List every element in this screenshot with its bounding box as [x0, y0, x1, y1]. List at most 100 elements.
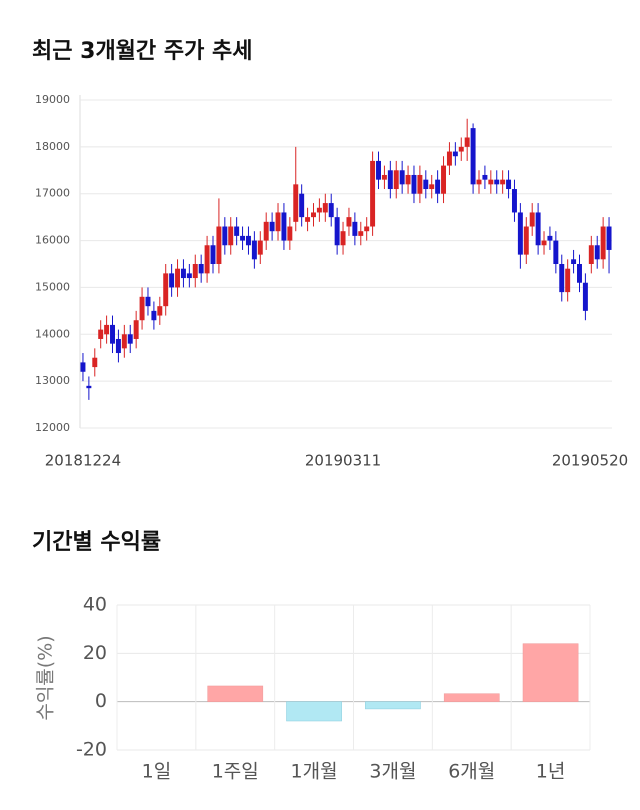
x-tick-label: 20181224 [45, 452, 121, 470]
candle-body [470, 128, 476, 185]
y-tick-label: 14000 [35, 327, 70, 340]
candle-body [405, 174, 411, 185]
candle-body [263, 221, 269, 241]
chart-title: 최근 3개월간 주가 추세 [32, 39, 252, 64]
candle-body [500, 179, 506, 185]
candle-body [494, 179, 500, 185]
candle-body [334, 217, 340, 246]
candle-body [257, 240, 263, 255]
candle-body [311, 212, 316, 218]
candle-body [399, 170, 405, 185]
candle-body [441, 165, 447, 194]
candle-body [127, 334, 133, 344]
candle-body [305, 217, 311, 222]
candle-body [553, 240, 559, 264]
x-tick-label: 20190520 [552, 452, 628, 470]
x-tick-label: 20190311 [305, 452, 381, 470]
bar [522, 643, 579, 702]
candle-body [145, 296, 151, 307]
candle-body [600, 226, 606, 260]
y-tick-label: 18000 [35, 140, 70, 153]
candle-body [186, 273, 192, 279]
candle-body [287, 226, 293, 241]
candle-body [376, 160, 381, 180]
candle-body [577, 264, 582, 283]
y-tick-label: 12000 [35, 421, 70, 434]
candle-body [80, 362, 86, 372]
candle-body [98, 329, 104, 339]
candle-body [133, 320, 139, 339]
candle-body [192, 264, 198, 279]
chart-title: 기간별 수익률 [32, 530, 161, 555]
candle-body [559, 264, 565, 293]
bar [286, 701, 342, 722]
candle-body [547, 235, 553, 241]
y-tick-label: 17000 [35, 187, 70, 200]
candle-body [175, 268, 181, 288]
candle-body [535, 212, 541, 246]
candle-body [582, 282, 588, 311]
candle-body [370, 160, 376, 227]
candle-body [541, 240, 547, 246]
candle-body [458, 146, 464, 152]
bar [207, 685, 264, 702]
y-tick-label: 19000 [35, 93, 70, 106]
x-tick-label: 3개월 [369, 761, 416, 783]
x-tick-label: 1주일 [212, 761, 259, 783]
candle-body [452, 151, 458, 157]
candle-body [115, 338, 121, 354]
candle-body [198, 264, 204, 274]
candle-body [169, 273, 175, 288]
candle-body [393, 170, 399, 190]
candle-body [228, 226, 234, 246]
candle-body [269, 221, 275, 232]
candle-body [234, 226, 240, 236]
candle-body [110, 324, 115, 344]
candle-body [606, 226, 612, 250]
candle-body [86, 385, 92, 389]
candle-body [571, 259, 577, 264]
candle-body [293, 184, 299, 222]
candle-body [417, 174, 423, 194]
candle-body [464, 137, 470, 147]
x-tick-label: 6개월 [448, 761, 495, 783]
y-tick-label: 15000 [35, 280, 70, 293]
candle-body [506, 179, 512, 190]
candle-body [240, 235, 246, 241]
candle-body [340, 231, 346, 246]
y-tick-label: 16000 [35, 234, 70, 247]
candle-body [423, 179, 429, 190]
candle-body [275, 212, 281, 232]
candle-body [328, 203, 334, 218]
candle-body [157, 306, 163, 316]
candle-body [529, 212, 535, 227]
bar [443, 693, 500, 702]
candle-body [511, 189, 517, 213]
y-tick-label: 0 [95, 690, 107, 712]
candle-body [204, 245, 210, 274]
y-axis-label: 수익률(%) [35, 635, 57, 720]
candle-body [216, 226, 222, 264]
candle-body [346, 217, 352, 227]
candle-body [594, 245, 600, 260]
candle-body [446, 151, 452, 166]
candle-body [482, 174, 488, 180]
candle-body [299, 193, 305, 218]
candle-body [476, 179, 482, 185]
candle-body [565, 268, 571, 293]
candle-body [180, 268, 186, 279]
y-tick-label: 20 [83, 642, 107, 664]
x-tick-label: 1일 [142, 761, 172, 783]
candle-body [316, 207, 322, 213]
candle-body [488, 179, 494, 185]
candle-body [222, 226, 228, 246]
candle-body [523, 226, 529, 255]
candle-body [151, 310, 157, 321]
candle-body [517, 212, 523, 255]
candle-body [104, 324, 110, 335]
candle-body [322, 203, 328, 213]
candle-body [364, 226, 370, 232]
candle-body [381, 174, 387, 180]
candle-body [121, 334, 127, 349]
